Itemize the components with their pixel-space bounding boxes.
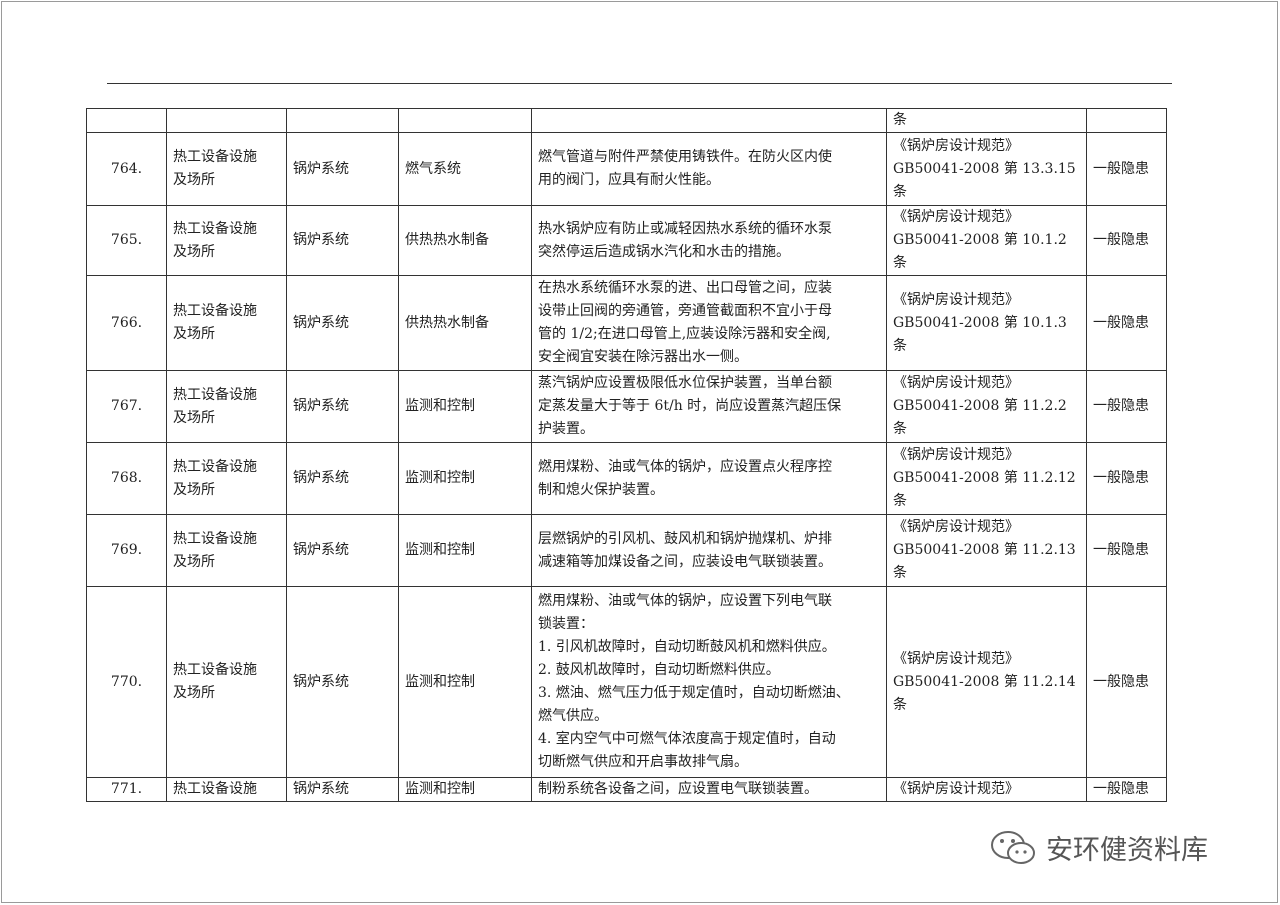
cell-requirement: 燃气管道与附件严禁使用铸铁件。在防火区内使 用的阀门，应具有耐火性能。 bbox=[531, 132, 887, 206]
cell-system bbox=[286, 108, 399, 133]
cell-hazard-level: 一般隐患 bbox=[1086, 586, 1167, 778]
table-row: 770. 热工设备设施 及场所 锅炉系统 监测和控制 燃用煤粉、油或气体的锅炉，应设置下… bbox=[86, 586, 1167, 778]
cell-category: 热工设备设施 及场所 bbox=[166, 586, 287, 778]
cell-hazard-level: 一般隐患 bbox=[1086, 132, 1167, 206]
table-row: 766. 热工设备设施 及场所 锅炉系统 供热热水制备 在热水系统循环水泵的进、出口母管… bbox=[86, 275, 1167, 371]
cell-reference: 《锅炉房设计规范》 GB50041-2008 第 11.2.12 条 bbox=[886, 442, 1087, 515]
cell-subsystem: 监测和控制 bbox=[398, 370, 532, 443]
cell-subsystem bbox=[398, 108, 532, 133]
cell-category: 热工设备设施 bbox=[166, 777, 287, 802]
cell-category: 热工设备设施 及场所 bbox=[166, 442, 287, 515]
cell-hazard-level: 一般隐患 bbox=[1086, 777, 1167, 802]
wechat-icon bbox=[991, 830, 1035, 864]
table-row: 764. 热工设备设施 及场所 锅炉系统 燃气系统 燃气管道与附件严禁使用铸铁件。在防火… bbox=[86, 132, 1167, 206]
table-row: 767. 热工设备设施 及场所 锅炉系统 监测和控制 蒸汽锅炉应设置极限低水位保护装置，… bbox=[86, 370, 1167, 443]
cell-system: 锅炉系统 bbox=[286, 442, 399, 515]
cell-system: 锅炉系统 bbox=[286, 586, 399, 778]
cell-row-number: 765. bbox=[86, 205, 167, 276]
cell-system: 锅炉系统 bbox=[286, 514, 399, 587]
cell-subsystem: 监测和控制 bbox=[398, 777, 532, 802]
watermark-text: 安环健资料库 bbox=[1046, 835, 1208, 866]
table-row: 771. 热工设备设施 锅炉系统 监测和控制 制粉系统各设备之间，应设置电气联锁装置。《… bbox=[86, 777, 1167, 802]
cell-reference: 条 bbox=[886, 108, 1087, 133]
watermark: 安环健资料库 bbox=[988, 828, 1208, 867]
cell-reference: 《锅炉房设计规范》 GB50041-2008 第 10.1.2 条 bbox=[886, 205, 1087, 276]
cell-category: 热工设备设施 及场所 bbox=[166, 275, 287, 371]
cell-row-number: 764. bbox=[86, 132, 167, 206]
cell-reference: 《锅炉房设计规范》 GB50041-2008 第 11.2.14 条 bbox=[886, 586, 1087, 778]
cell-row-number bbox=[86, 108, 167, 133]
cell-system: 锅炉系统 bbox=[286, 777, 399, 802]
cell-reference: 《锅炉房设计规范》 GB50041-2008 第 11.2.13 条 bbox=[886, 514, 1087, 587]
cell-category: 热工设备设施 及场所 bbox=[166, 205, 287, 276]
cell-requirement: 蒸汽锅炉应设置极限低水位保护装置，当单台额 定蒸发量大于等于 6t/h 时，尚应… bbox=[531, 370, 887, 443]
cell-row-number: 767. bbox=[86, 370, 167, 443]
cell-hazard-level: 一般隐患 bbox=[1086, 370, 1167, 443]
cell-reference: 《锅炉房设计规范》 bbox=[886, 777, 1087, 802]
cell-hazard-level: 一般隐患 bbox=[1086, 205, 1167, 276]
cell-category: 热工设备设施 及场所 bbox=[166, 132, 287, 206]
cell-reference: 《锅炉房设计规范》 GB50041-2008 第 11.2.2 条 bbox=[886, 370, 1087, 443]
hazard-table: 条 764. 热工设备设施 及场所 锅炉系统 燃气系统 燃气管道与附件严禁使用铸铁件。在防… bbox=[86, 108, 1167, 802]
cell-reference: 《锅炉房设计规范》 GB50041-2008 第 10.1.3 条 bbox=[886, 275, 1087, 371]
cell-system: 锅炉系统 bbox=[286, 370, 399, 443]
cell-subsystem: 供热热水制备 bbox=[398, 275, 532, 371]
cell-requirement: 燃用煤粉、油或气体的锅炉，应设置点火程序控 制和熄火保护装置。 bbox=[531, 442, 887, 515]
cell-category: 热工设备设施 及场所 bbox=[166, 370, 287, 443]
cell-subsystem: 监测和控制 bbox=[398, 442, 532, 515]
cell-subsystem: 燃气系统 bbox=[398, 132, 532, 206]
cell-subsystem: 供热热水制备 bbox=[398, 205, 532, 276]
cell-reference: 《锅炉房设计规范》 GB50041-2008 第 13.3.15 条 bbox=[886, 132, 1087, 206]
table-row: 769. 热工设备设施 及场所 锅炉系统 监测和控制 层燃锅炉的引风机、鼓风机和锅炉抛煤… bbox=[86, 514, 1167, 587]
cell-hazard-level: 一般隐患 bbox=[1086, 275, 1167, 371]
cell-requirement: 层燃锅炉的引风机、鼓风机和锅炉抛煤机、炉排 减速箱等加煤设备之间，应装设电气联锁… bbox=[531, 514, 887, 587]
cell-category: 热工设备设施 及场所 bbox=[166, 514, 287, 587]
cell-row-number: 770. bbox=[86, 586, 167, 778]
cell-system: 锅炉系统 bbox=[286, 275, 399, 371]
cell-system: 锅炉系统 bbox=[286, 132, 399, 206]
table-row: 765. 热工设备设施 及场所 锅炉系统 供热热水制备 热水锅炉应有防止或减轻因热水系统… bbox=[86, 205, 1167, 276]
cell-row-number: 768. bbox=[86, 442, 167, 515]
cell-requirement: 燃用煤粉、油或气体的锅炉，应设置下列电气联 锁装置： 1. 引风机故障时，自动切… bbox=[531, 586, 887, 778]
cell-hazard-level bbox=[1086, 108, 1167, 133]
cell-row-number: 771. bbox=[86, 777, 167, 802]
cell-requirement: 热水锅炉应有防止或减轻因热水系统的循环水泵 突然停运后造成锅水汽化和水击的措施。 bbox=[531, 205, 887, 276]
cell-requirement: 制粉系统各设备之间，应设置电气联锁装置。 bbox=[531, 777, 887, 802]
table-row: 768. 热工设备设施 及场所 锅炉系统 监测和控制 燃用煤粉、油或气体的锅炉，应设置点… bbox=[86, 442, 1167, 515]
header-rule bbox=[107, 83, 1172, 84]
cell-system: 锅炉系统 bbox=[286, 205, 399, 276]
cell-subsystem: 监测和控制 bbox=[398, 586, 532, 778]
cell-requirement: 在热水系统循环水泵的进、出口母管之间，应装 设带止回阀的旁通管，旁通管截面积不宜… bbox=[531, 275, 887, 371]
cell-subsystem: 监测和控制 bbox=[398, 514, 532, 587]
cell-hazard-level: 一般隐患 bbox=[1086, 442, 1167, 515]
cell-category bbox=[166, 108, 287, 133]
cell-hazard-level: 一般隐患 bbox=[1086, 514, 1167, 587]
cell-requirement bbox=[531, 108, 887, 133]
cell-row-number: 769. bbox=[86, 514, 167, 587]
table-row: 条 bbox=[86, 108, 1167, 133]
cell-row-number: 766. bbox=[86, 275, 167, 371]
